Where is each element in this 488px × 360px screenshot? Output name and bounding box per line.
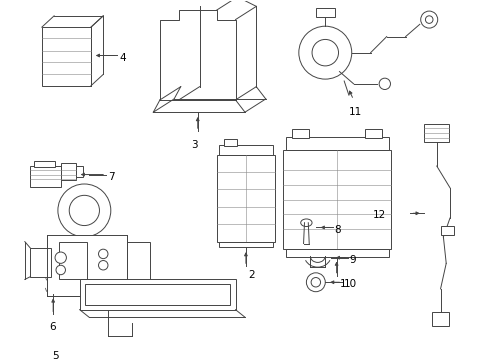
- Ellipse shape: [300, 219, 311, 226]
- Bar: [364, 129, 381, 138]
- Circle shape: [98, 249, 108, 258]
- Text: 11: 11: [348, 108, 362, 117]
- Text: 8: 8: [334, 225, 341, 235]
- Bar: [42, 27, 91, 86]
- Text: 3: 3: [191, 140, 197, 150]
- Text: 10: 10: [344, 279, 357, 289]
- Text: 2: 2: [247, 270, 254, 280]
- Bar: [61, 163, 76, 180]
- Text: 6: 6: [49, 322, 56, 332]
- Text: 12: 12: [372, 211, 385, 220]
- Bar: [30, 166, 61, 187]
- Bar: [224, 139, 237, 146]
- Circle shape: [98, 261, 108, 270]
- Text: 5: 5: [52, 351, 59, 360]
- Text: 4: 4: [119, 53, 126, 63]
- Circle shape: [55, 252, 66, 264]
- Bar: [34, 161, 55, 167]
- Circle shape: [311, 40, 338, 66]
- Circle shape: [298, 26, 351, 79]
- Circle shape: [420, 11, 437, 28]
- Circle shape: [310, 278, 320, 287]
- Text: 7: 7: [108, 172, 114, 182]
- Circle shape: [69, 195, 99, 226]
- Text: 1: 1: [339, 279, 346, 289]
- Bar: [126, 242, 150, 284]
- Bar: [76, 166, 83, 177]
- Bar: [292, 129, 308, 138]
- Bar: [285, 137, 388, 150]
- Bar: [80, 279, 235, 310]
- Bar: [440, 226, 453, 235]
- Circle shape: [56, 265, 65, 275]
- Bar: [282, 150, 390, 249]
- Bar: [218, 145, 273, 155]
- Text: 9: 9: [349, 255, 356, 265]
- Bar: [431, 312, 448, 326]
- Bar: [285, 249, 388, 257]
- Circle shape: [378, 78, 390, 90]
- Bar: [315, 8, 334, 17]
- Circle shape: [58, 184, 111, 237]
- Bar: [59, 242, 87, 279]
- Circle shape: [425, 16, 432, 23]
- Circle shape: [306, 273, 325, 292]
- Bar: [46, 235, 126, 296]
- Bar: [424, 123, 448, 143]
- Bar: [85, 284, 229, 305]
- Bar: [30, 248, 51, 276]
- Bar: [216, 155, 275, 242]
- Bar: [218, 242, 273, 247]
